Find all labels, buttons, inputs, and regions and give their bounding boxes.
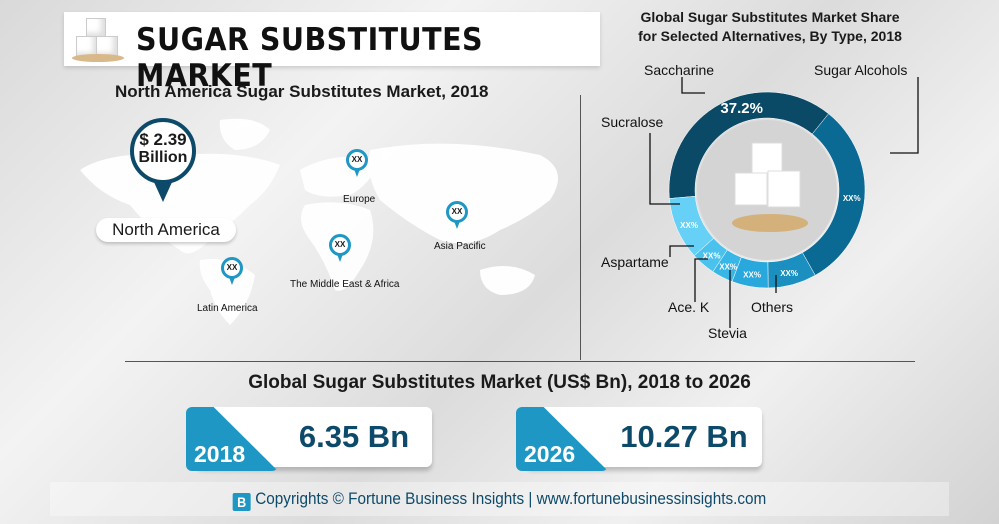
slice-data-label: XX% bbox=[743, 271, 761, 280]
chart-title-line-2: for Selected Alternatives, By Type, 2018 bbox=[638, 28, 902, 44]
pin-tail bbox=[153, 180, 173, 202]
middle-east-africa-pin[interactable]: XX bbox=[329, 234, 351, 262]
sugar-cubes-image bbox=[72, 18, 128, 62]
vertical-divider bbox=[580, 95, 581, 360]
card-year: 2026 bbox=[524, 441, 576, 467]
copyright-text[interactable]: Copyrights © Fortune Business Insights |… bbox=[255, 489, 767, 508]
fortune-logo-icon: B bbox=[232, 493, 251, 511]
market-card-2018: 2018 6.35 Bn bbox=[186, 407, 432, 471]
asia-pacific-pin[interactable]: XX bbox=[446, 201, 468, 229]
north-america-label: North America bbox=[96, 218, 236, 242]
europe-pin[interactable]: XX bbox=[346, 149, 368, 177]
market-card-2026: 2026 10.27 Bn bbox=[516, 407, 762, 471]
asia-pacific-label: Asia Pacific bbox=[434, 241, 486, 252]
footer: B Copyrights © Fortune Business Insights … bbox=[49, 482, 950, 516]
slice-data-label: XX% bbox=[703, 251, 721, 260]
label-sugar-alcohols: Sugar Alcohols bbox=[814, 62, 908, 78]
latin-america-label: Latin America bbox=[197, 303, 258, 314]
europe-label: Europe bbox=[343, 194, 376, 205]
map-title: North America Sugar Substitutes Market, … bbox=[115, 82, 489, 101]
latin-america-pin[interactable]: XX bbox=[221, 257, 243, 285]
north-america-value: $ 2.39 bbox=[139, 130, 187, 149]
slice-data-label: XX% bbox=[680, 221, 698, 230]
world-map bbox=[80, 118, 558, 325]
sugar-cubes-center-image bbox=[732, 142, 808, 232]
slice-data-label: XX% bbox=[843, 194, 861, 203]
label-sucralose: Sucralose bbox=[601, 114, 664, 130]
middle-east-africa-label: The Middle East & Africa bbox=[290, 279, 400, 290]
donut-chart: 37.2% XX% XX% XX% XX% XX% XX% bbox=[649, 77, 919, 328]
label-others: Others bbox=[751, 299, 794, 315]
card-value: 10.27 Bn bbox=[620, 419, 748, 454]
card-year: 2018 bbox=[194, 441, 246, 467]
market-title: Global Sugar Substitutes Market (US$ Bn)… bbox=[248, 372, 751, 393]
north-america-unit: Billion bbox=[138, 149, 188, 166]
slice-data-label: XX% bbox=[780, 269, 798, 278]
north-america-pin[interactable]: $ 2.39 Billion bbox=[130, 118, 196, 184]
label-saccharine: Saccharine bbox=[644, 62, 715, 78]
label-ace-k: Ace. K bbox=[668, 299, 710, 315]
page-title: SUGAR SUBSTITUTES MARKET bbox=[136, 22, 484, 94]
title-banner: SUGAR SUBSTITUTES MARKET bbox=[64, 12, 600, 94]
chart-title-line-1: Global Sugar Substitutes Market Share bbox=[640, 9, 900, 25]
label-stevia: Stevia bbox=[708, 325, 747, 341]
card-value: 6.35 Bn bbox=[298, 419, 410, 454]
slice-data-label: 37.2% bbox=[720, 100, 763, 117]
label-aspartame: Aspartame bbox=[601, 254, 669, 270]
horizontal-divider bbox=[125, 361, 915, 362]
chart-title: Global Sugar Substitutes Market Share fo… bbox=[600, 8, 940, 46]
slice-sucralose bbox=[669, 196, 714, 257]
slice-data-label: XX% bbox=[719, 263, 737, 272]
